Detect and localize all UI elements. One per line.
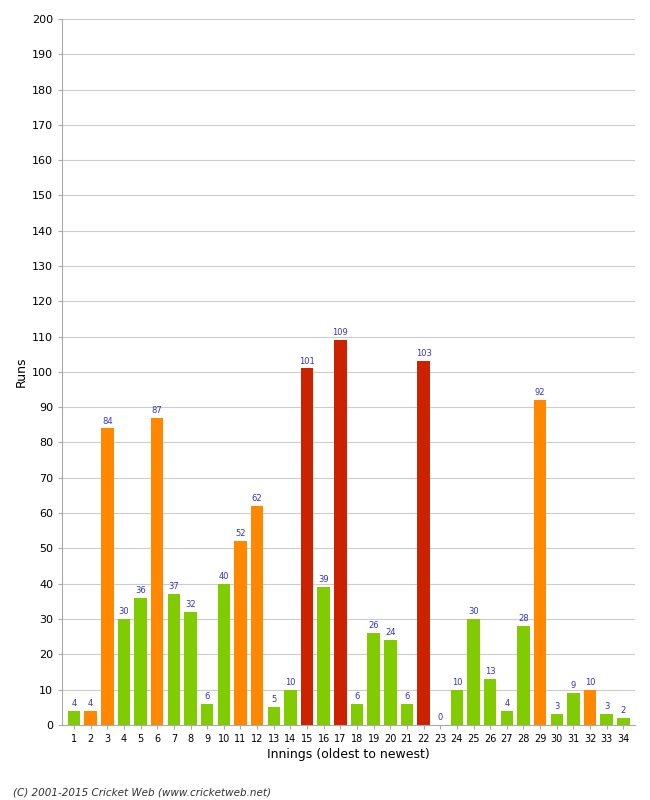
Bar: [601, 714, 613, 725]
Text: 92: 92: [535, 388, 545, 398]
Bar: [584, 690, 596, 725]
Text: 26: 26: [369, 622, 379, 630]
Text: (C) 2001-2015 Cricket Web (www.cricketweb.net): (C) 2001-2015 Cricket Web (www.cricketwe…: [13, 787, 271, 798]
Text: 2: 2: [621, 706, 626, 715]
Bar: [101, 428, 114, 725]
Bar: [84, 710, 97, 725]
Bar: [351, 704, 363, 725]
Text: 109: 109: [332, 328, 348, 338]
Text: 36: 36: [135, 586, 146, 595]
Bar: [450, 690, 463, 725]
Bar: [484, 679, 497, 725]
Bar: [284, 690, 296, 725]
Bar: [617, 718, 630, 725]
Text: 5: 5: [271, 695, 276, 704]
Bar: [334, 340, 346, 725]
Bar: [417, 362, 430, 725]
Text: 39: 39: [318, 575, 329, 584]
Bar: [367, 633, 380, 725]
X-axis label: Innings (oldest to newest): Innings (oldest to newest): [267, 748, 430, 761]
Text: 10: 10: [285, 678, 296, 686]
Y-axis label: Runs: Runs: [15, 357, 28, 387]
Text: 84: 84: [102, 417, 112, 426]
Bar: [567, 693, 580, 725]
Text: 10: 10: [585, 678, 595, 686]
Bar: [135, 598, 147, 725]
Bar: [500, 710, 513, 725]
Text: 30: 30: [118, 607, 129, 616]
Text: 40: 40: [218, 572, 229, 581]
Text: 103: 103: [415, 350, 432, 358]
Text: 30: 30: [468, 607, 479, 616]
Bar: [168, 594, 180, 725]
Text: 13: 13: [485, 667, 495, 676]
Bar: [151, 418, 163, 725]
Bar: [467, 619, 480, 725]
Text: 6: 6: [354, 692, 359, 701]
Text: 3: 3: [554, 702, 560, 711]
Bar: [118, 619, 130, 725]
Bar: [317, 587, 330, 725]
Bar: [218, 584, 230, 725]
Text: 32: 32: [185, 600, 196, 609]
Bar: [534, 400, 547, 725]
Bar: [268, 707, 280, 725]
Text: 0: 0: [437, 713, 443, 722]
Bar: [301, 368, 313, 725]
Text: 10: 10: [452, 678, 462, 686]
Text: 28: 28: [518, 614, 528, 623]
Bar: [400, 704, 413, 725]
Bar: [251, 506, 263, 725]
Text: 4: 4: [72, 699, 77, 708]
Text: 87: 87: [152, 406, 162, 415]
Text: 9: 9: [571, 682, 576, 690]
Text: 101: 101: [299, 357, 315, 366]
Text: 6: 6: [205, 692, 210, 701]
Bar: [551, 714, 563, 725]
Bar: [201, 704, 213, 725]
Text: 3: 3: [604, 702, 610, 711]
Bar: [184, 612, 197, 725]
Text: 4: 4: [504, 699, 510, 708]
Text: 62: 62: [252, 494, 263, 503]
Bar: [234, 542, 247, 725]
Text: 4: 4: [88, 699, 93, 708]
Text: 37: 37: [168, 582, 179, 591]
Text: 6: 6: [404, 692, 410, 701]
Bar: [384, 640, 396, 725]
Text: 52: 52: [235, 530, 246, 538]
Bar: [68, 710, 80, 725]
Bar: [517, 626, 530, 725]
Text: 24: 24: [385, 628, 396, 638]
